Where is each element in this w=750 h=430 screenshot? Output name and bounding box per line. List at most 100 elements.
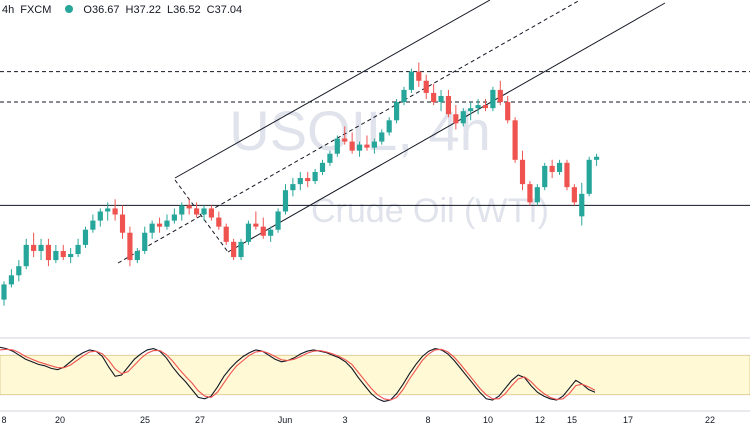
up-candle (53, 244, 59, 264)
down-candle (564, 159, 570, 191)
candle-body (38, 244, 44, 251)
down-candle (223, 223, 229, 245)
up-candle (8, 269, 14, 288)
down-candle (349, 132, 355, 154)
up-candle (82, 226, 89, 248)
up-candle (327, 150, 333, 166)
candle-body (334, 138, 340, 154)
down-candle (482, 99, 489, 112)
ohlc-high: H37.22 (125, 4, 161, 16)
candle-body (245, 223, 252, 242)
x-tick-label: 3 (342, 415, 347, 425)
up-candle (105, 202, 111, 221)
candle-body (401, 89, 407, 103)
x-tick-label: 12 (535, 415, 545, 425)
candle-body (8, 275, 14, 285)
up-candle (75, 238, 81, 258)
up-candle (38, 238, 44, 261)
candle-body (68, 254, 74, 258)
up-candle (312, 168, 318, 185)
candle-body (475, 105, 481, 109)
down-candle (45, 238, 52, 267)
candle-body (453, 114, 459, 124)
down-candle (423, 74, 429, 100)
candle-body (497, 89, 503, 103)
up-candle (268, 226, 274, 242)
up-candle (142, 226, 148, 255)
down-candle (519, 150, 526, 191)
up-candle (171, 208, 177, 224)
candle-body (534, 187, 540, 203)
up-candle (164, 214, 170, 230)
down-candle (453, 105, 459, 130)
candle-body (1, 284, 7, 300)
candle-body (349, 141, 355, 151)
candle-body (53, 250, 59, 261)
up-candle (245, 220, 252, 245)
down-candle (31, 232, 37, 258)
market-status-dot-icon (65, 5, 74, 13)
down-candle (60, 244, 66, 261)
candle-body (97, 211, 103, 221)
ohlc-open: O36.67 (83, 4, 120, 16)
up-candle (238, 238, 244, 261)
candle-body (134, 250, 140, 261)
up-candle (394, 99, 400, 124)
candle-body (386, 120, 392, 133)
candle-body (438, 95, 444, 103)
candle-body (297, 178, 303, 185)
up-candle (90, 214, 96, 233)
stochastic-k-line (0, 346, 596, 402)
symbol-interval: 4h (2, 4, 15, 16)
candle-body (127, 232, 133, 261)
candle-body (142, 232, 148, 251)
candle-body (164, 220, 170, 227)
broker-label: FXCM (20, 4, 52, 16)
down-candle (119, 205, 126, 239)
up-candle (579, 182, 585, 226)
x-tick-label: 20 (55, 415, 65, 425)
down-candle (208, 205, 214, 221)
up-candle (16, 260, 22, 282)
candle-body (445, 95, 452, 115)
candle-body (549, 165, 555, 172)
candle-body (194, 208, 200, 215)
candle-body (490, 89, 496, 109)
candle-body (208, 208, 214, 218)
candle-body (423, 80, 429, 93)
ohlc-low: L36.52 (167, 4, 201, 16)
candle-body (342, 138, 348, 142)
candle-body (156, 223, 163, 227)
up-candle (297, 171, 303, 191)
candle-body (260, 226, 266, 236)
up-candle (319, 159, 326, 175)
candle-body (290, 184, 296, 191)
down-candle (571, 184, 577, 206)
candle-body (201, 208, 207, 215)
trend-drawings[interactable] (117, 0, 666, 264)
channel-upper-line (174, 0, 491, 179)
down-candle (505, 95, 511, 124)
candle-body (468, 108, 474, 112)
candle-body (75, 244, 81, 255)
candle-body (149, 223, 155, 233)
down-candle (549, 159, 555, 179)
candle-body (112, 208, 118, 215)
up-candle (179, 202, 185, 221)
down-candle (364, 135, 370, 151)
ohlc-close: C37.04 (206, 4, 243, 16)
oscillator-pane[interactable] (0, 337, 750, 402)
candle-body (119, 214, 126, 233)
time-axis[interactable]: 8 20 25 27 Jun 3 8 10 12 15 17 22 (0, 410, 750, 425)
up-candle (68, 247, 74, 264)
up-candle (401, 86, 407, 106)
chart-legend-header: 4h FXCM O36.67 H37.22 L36.52 C37.04 (2, 4, 248, 16)
candle-body (179, 205, 185, 215)
candle-body (238, 241, 244, 258)
price-pane[interactable] (0, 62, 750, 306)
candle-body (253, 223, 259, 227)
down-candle (512, 117, 518, 163)
candle-body (371, 141, 377, 148)
candle-body (519, 159, 526, 185)
